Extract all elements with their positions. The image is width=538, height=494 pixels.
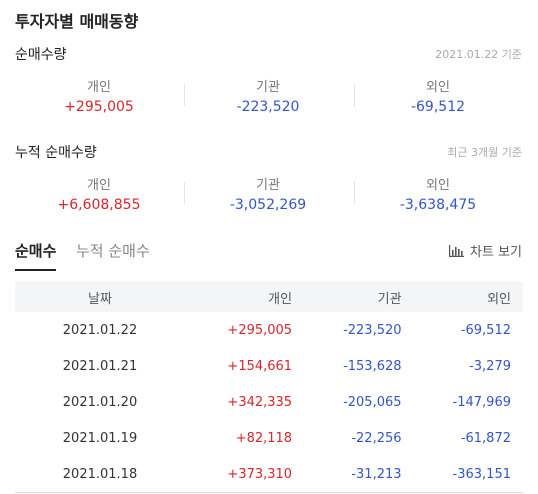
row-foreign: -61,872 [460,430,511,446]
table-row: 2021.01.19 +82,118 -22,256 -61,872 [15,420,523,456]
row-individual: +295,005 [227,322,293,338]
header-date: 날짜 [15,282,185,312]
divider [184,84,185,106]
net-individual-label: 개인 [87,80,111,95]
row-individual: +154,661 [227,358,293,374]
row-foreign: -69,512 [460,322,511,338]
cum-foreign-stat: 외인 -3,638,475 [354,174,522,213]
row-date: 2021.01.18 [15,456,185,493]
cum-individual-value: +6,608,855 [57,197,141,213]
row-institution: -153,628 [343,358,402,374]
row-institution: -22,256 [351,430,402,446]
cum-institution-value: -3,052,269 [229,197,307,213]
cum-foreign-value: -3,638,475 [399,197,477,213]
row-date: 2021.01.21 [62,358,138,374]
tab-cumulative-net-buy[interactable]: 누적 순매수 [76,242,150,260]
net-institution-label: 기관 [256,80,280,95]
row-individual: +342,335 [227,394,293,410]
bar-chart-icon [449,244,465,257]
chart-view-button[interactable]: 차트 보기 [449,241,522,260]
page-title: 투자자별 매매동향 [15,12,139,31]
table-row: 2021.01.21 +154,661 -153,628 -3,279 [15,348,523,384]
table-header-row: 날짜 개인 기관 외인 [15,282,523,312]
row-institution: -223,520 [343,322,402,338]
chart-view-label: 차트 보기 [470,245,522,260]
cumulative-title: 누적 순매수량 [15,145,97,161]
header-institution: 기관 [304,282,414,312]
net-foreign-stat: 외인 -69,512 [354,76,522,115]
row-date: 2021.01.19 [62,430,138,446]
cum-institution-stat: 기관 -3,052,269 [184,174,352,213]
net-foreign-label: 외인 [426,80,450,95]
cumulative-period-note: 최근 3개월 기준 [447,146,522,159]
cum-individual-stat: 개인 +6,608,855 [15,174,183,213]
cum-institution-label: 기관 [256,178,280,193]
row-individual: +82,118 [235,430,293,446]
divider [184,182,185,204]
net-volume-date-note: 2021.01.22 기준 [435,48,522,61]
row-foreign: -3,279 [469,358,511,374]
net-foreign-value: -69,512 [410,99,466,115]
divider [354,182,355,204]
net-individual-stat: 개인 +295,005 [15,76,183,115]
row-foreign: -147,969 [452,394,511,410]
header-foreign: 외인 [413,282,523,312]
row-date: 2021.01.22 [62,322,138,338]
row-date: 2021.01.20 [62,394,138,410]
net-institution-stat: 기관 -223,520 [184,76,352,115]
cum-individual-label: 개인 [87,178,111,193]
header-individual: 개인 [185,282,305,312]
table-row: 2021.01.22 +295,005 -223,520 -69,512 [15,312,523,348]
row-foreign: -363,151 [413,456,523,493]
table-row: 2021.01.20 +342,335 -205,065 -147,969 [15,384,523,420]
row-individual: +373,310 [185,456,305,493]
trading-table: 날짜 개인 기관 외인 2021.01.22 +295,005 -223,520… [15,282,523,493]
net-institution-value: -223,520 [236,99,300,115]
row-institution: -205,065 [343,394,402,410]
row-institution: -31,213 [304,456,414,493]
net-individual-value: +295,005 [64,99,134,115]
table-row: 2021.01.18 +373,310 -31,213 -363,151 [15,456,523,493]
tab-net-buy[interactable]: 순매수 [15,240,57,271]
divider [354,84,355,106]
net-volume-title: 순매수량 [15,47,67,63]
cum-foreign-label: 외인 [426,178,450,193]
